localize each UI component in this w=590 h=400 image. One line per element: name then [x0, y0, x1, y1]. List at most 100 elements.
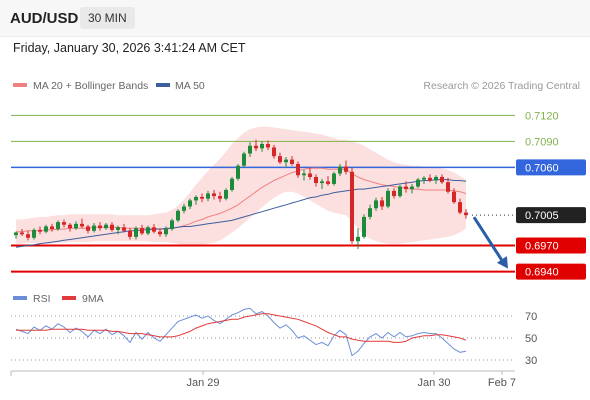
candle-body — [440, 176, 444, 183]
candle-body — [374, 200, 378, 209]
pivot-label-box — [516, 159, 586, 176]
rsi-tick-50: 50 — [525, 333, 537, 345]
candle-body — [464, 212, 468, 216]
rsi-ma-line — [16, 313, 467, 343]
candle-body — [146, 227, 150, 234]
candle-body — [152, 227, 156, 232]
credit-text: Research © 2026 Trading Central — [423, 80, 580, 92]
timeframe-badge[interactable]: 30 MIN — [80, 7, 135, 29]
candle-body — [458, 202, 462, 213]
candle-body — [68, 224, 72, 229]
candle-body — [266, 144, 270, 148]
candle-body — [332, 173, 336, 184]
ma50-line — [15, 179, 467, 248]
support-label-box-0.6970 — [516, 237, 586, 254]
level-label-0.7120: 0.7120 — [525, 110, 559, 122]
candle-body — [200, 196, 204, 199]
candle-body — [362, 216, 366, 237]
candle-body — [380, 200, 384, 207]
candle-body — [338, 166, 342, 174]
legend-swatch-ma20 — [13, 83, 27, 87]
candle-body — [26, 234, 30, 238]
candle-body — [98, 225, 102, 229]
candle-body — [254, 145, 258, 149]
candle-body — [176, 210, 180, 221]
candle-body — [20, 232, 24, 235]
candle-body — [44, 226, 48, 232]
candle-body — [278, 156, 282, 163]
candle-body — [122, 227, 126, 231]
candle-body — [86, 226, 90, 231]
support-label-box-0.6940 — [516, 263, 586, 280]
rsi-tick-70: 70 — [525, 311, 537, 323]
last-price-label: 0.7005 — [525, 210, 559, 222]
legend-rsi-ma: 9MA — [82, 293, 104, 305]
candle-body — [302, 173, 306, 176]
legend-rsi: RSI — [33, 293, 51, 305]
candle-body — [308, 173, 312, 177]
projection-arrow — [472, 216, 506, 265]
candle-body — [116, 227, 120, 230]
candle-body — [314, 176, 318, 184]
x-tick-label: Jan 30 — [417, 377, 450, 389]
legend-swatch-rsi — [13, 296, 27, 300]
candle-body — [104, 224, 108, 229]
support-label-0.6970: 0.6970 — [525, 241, 559, 253]
support-label-0.6940: 0.6940 — [525, 267, 559, 279]
candle-body — [212, 193, 216, 197]
candle-body — [230, 178, 234, 190]
candle-body — [368, 208, 372, 217]
candle-body — [134, 228, 138, 237]
candle-body — [110, 224, 114, 230]
pivot-label: 0.7060 — [525, 162, 559, 174]
candle-body — [422, 177, 426, 180]
candle-body — [260, 144, 264, 149]
candle-body — [182, 206, 186, 211]
candle-body — [38, 229, 42, 232]
candle-body — [320, 181, 324, 184]
bollinger-band — [16, 126, 466, 246]
level-label-0.7090: 0.7090 — [525, 136, 559, 148]
x-tick-label: Jan 29 — [186, 377, 219, 389]
candle-body — [206, 193, 210, 199]
legend-swatch-ma50 — [156, 83, 170, 87]
ma20-line — [16, 167, 467, 233]
rsi-tick-30: 30 — [525, 355, 537, 367]
candle-body — [194, 196, 198, 201]
header-bar: AUD/USD 30 MIN — [0, 0, 590, 37]
candle-body — [434, 176, 438, 181]
candle-body — [236, 165, 240, 179]
candle-body — [14, 232, 18, 236]
candle-body — [428, 177, 432, 181]
candle-body — [284, 159, 288, 163]
candle-body — [50, 226, 54, 230]
candle-body — [140, 228, 144, 234]
candle-body — [224, 190, 228, 199]
x-tick-label: Feb 7 — [488, 377, 516, 389]
legend-ma20: MA 20 + Bollinger Bands — [33, 80, 148, 92]
legend-swatch-rsi-ma — [62, 296, 76, 300]
candle-body — [74, 223, 78, 229]
candle-body — [242, 153, 246, 166]
candle-body — [56, 222, 60, 230]
legend-ma50: MA 50 — [175, 80, 205, 92]
candle-body — [452, 191, 456, 203]
candle-body — [188, 200, 192, 207]
candle-body — [392, 190, 396, 197]
last-price-box — [516, 207, 586, 224]
projection-arrow-head — [496, 256, 508, 269]
candle-body — [344, 166, 348, 172]
chart-datetime: Friday, January 30, 2026 3:41:24 AM CET — [13, 41, 246, 55]
candle-body — [404, 186, 408, 190]
candle-body — [80, 223, 84, 227]
candle-body — [248, 145, 252, 154]
candle-body — [326, 181, 330, 184]
candle-body — [158, 231, 162, 235]
candle-body — [272, 147, 276, 157]
candle-body — [128, 230, 132, 237]
candle-body — [32, 229, 36, 238]
candle-body — [218, 196, 222, 199]
candle-body — [170, 220, 174, 230]
candle-body — [356, 236, 360, 242]
